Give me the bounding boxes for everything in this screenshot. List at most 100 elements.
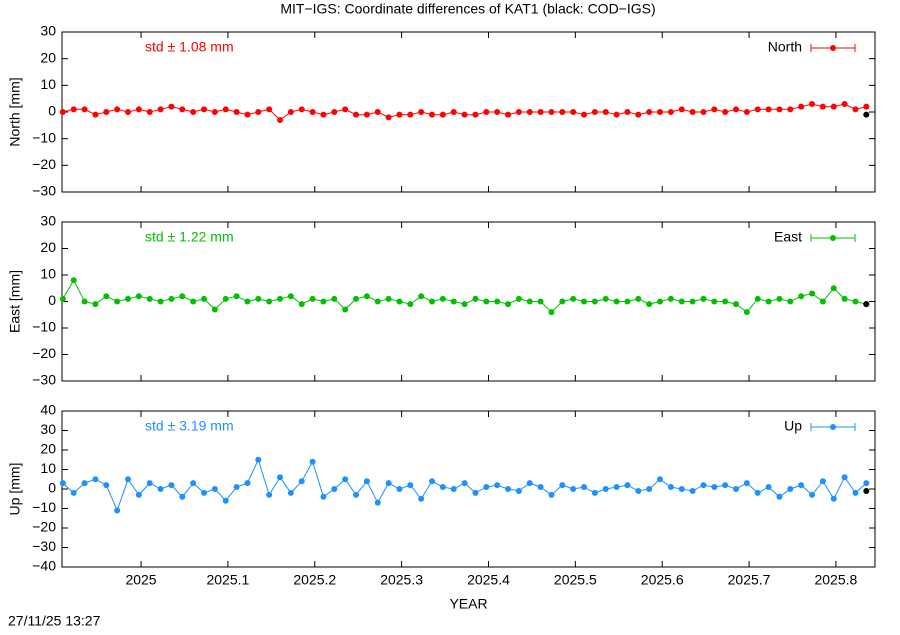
data-point (211, 109, 218, 115)
data-point (526, 480, 533, 487)
y-tick-label: 10 (40, 460, 56, 476)
data-point (125, 476, 132, 483)
data-point (765, 298, 772, 305)
y-tick-label: −20 (32, 156, 56, 172)
data-point (602, 486, 609, 492)
data-point (548, 309, 555, 316)
x-tick-label: 2025.2 (293, 572, 336, 588)
data-point (667, 484, 674, 491)
x-tick-label: 2025.8 (814, 572, 857, 588)
timestamp: 27/11/25 13:27 (8, 613, 101, 629)
data-point (657, 109, 664, 115)
data-point (363, 478, 370, 485)
data-point (798, 293, 805, 300)
x-tick-label: 2025.3 (380, 572, 423, 588)
data-point (70, 489, 77, 496)
data-point (863, 103, 870, 110)
data-point (309, 109, 316, 115)
data-point (201, 489, 208, 496)
data-point (114, 298, 121, 305)
data-point (146, 480, 153, 487)
data-point (711, 298, 718, 305)
data-point (385, 114, 392, 121)
data-point (439, 295, 446, 302)
data-point (570, 109, 577, 115)
data-point (103, 293, 110, 300)
data-point (819, 298, 826, 305)
data-point (353, 111, 360, 118)
data-point (81, 480, 88, 487)
data-point (537, 484, 544, 491)
data-point (830, 285, 837, 292)
data-point (559, 482, 566, 489)
data-point (439, 111, 446, 118)
data-point (92, 476, 99, 483)
data-point (135, 293, 142, 300)
data-point (863, 111, 870, 118)
data-point (602, 295, 609, 302)
data-point (266, 491, 273, 498)
y-tick-label: −30 (32, 183, 56, 199)
data-point (613, 111, 620, 118)
data-point (689, 109, 696, 115)
data-point (798, 103, 805, 110)
data-point (450, 298, 457, 305)
data-point (570, 295, 577, 302)
data-point (667, 109, 674, 115)
data-point (635, 111, 642, 118)
data-point (798, 482, 805, 489)
data-point (635, 295, 642, 302)
data-point (407, 111, 414, 118)
data-point (146, 295, 153, 302)
data-point (407, 301, 414, 308)
data-point (211, 306, 218, 313)
data-point (309, 458, 316, 465)
data-point (287, 489, 294, 496)
data-point (157, 486, 164, 492)
data-point (646, 301, 653, 308)
data-point (157, 298, 164, 305)
data-point (863, 301, 870, 308)
data-point (787, 298, 794, 305)
data-point (125, 109, 132, 115)
x-tick-label: 2025.7 (728, 572, 771, 588)
x-tick-label: 2025.6 (641, 572, 684, 588)
data-point (689, 487, 696, 494)
data-point (244, 111, 251, 118)
data-point (537, 298, 544, 305)
data-point (277, 474, 284, 481)
data-point (429, 298, 436, 305)
data-point (244, 298, 251, 305)
data-point (92, 301, 99, 308)
data-point (754, 106, 761, 113)
y-tick-label: 30 (40, 23, 56, 39)
data-point (92, 111, 99, 118)
data-point (374, 499, 381, 506)
data-point (320, 111, 327, 118)
data-point (385, 295, 392, 302)
data-point (624, 482, 631, 489)
data-point (559, 298, 566, 305)
data-point (515, 109, 522, 115)
data-point (135, 106, 142, 113)
data-point (222, 295, 229, 302)
data-point (678, 486, 685, 492)
data-point (298, 301, 305, 308)
legend-marker (830, 235, 836, 241)
data-point (233, 293, 240, 300)
data-point (494, 109, 501, 115)
data-point (624, 298, 631, 305)
data-point (103, 482, 110, 489)
y-tick-label: 0 (48, 103, 56, 119)
data-point (461, 480, 468, 487)
data-point (168, 103, 175, 110)
y-tick-label: 0 (48, 480, 56, 496)
data-point (830, 103, 837, 110)
data-point (483, 298, 490, 305)
data-point (353, 491, 360, 498)
legend-label: North (768, 39, 802, 55)
data-point (429, 111, 436, 118)
data-point (743, 309, 750, 316)
data-point (505, 301, 512, 308)
data-point (591, 109, 598, 115)
